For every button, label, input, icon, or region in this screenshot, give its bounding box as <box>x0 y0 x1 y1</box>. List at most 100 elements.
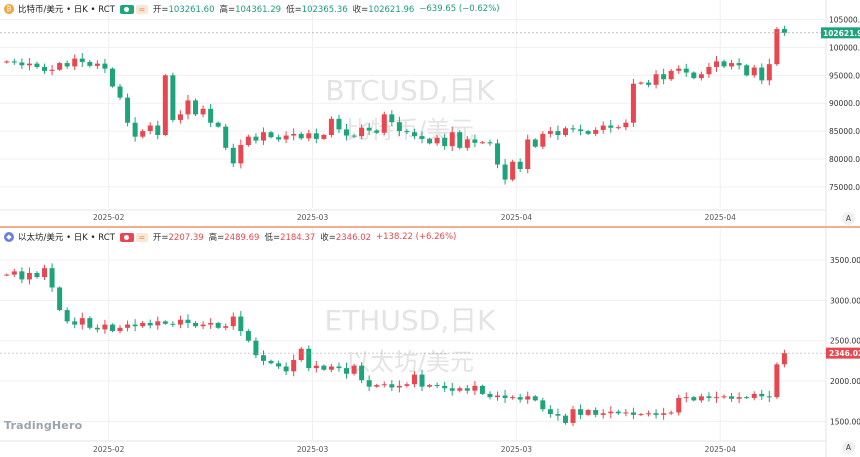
candle <box>419 131 425 144</box>
candle <box>419 369 425 391</box>
candle <box>374 383 380 388</box>
candle <box>691 395 697 402</box>
candle <box>706 62 712 78</box>
candle <box>336 114 342 134</box>
btc-open: 开=103261.60 <box>152 5 215 15</box>
candle <box>661 407 667 420</box>
candle <box>283 131 289 144</box>
eth-candlestick-chart[interactable]: ETHUSD,日K 以太坊/美元 1500.00 2000.00 2500.00 30… <box>0 228 860 457</box>
candle <box>155 316 161 330</box>
candle <box>389 110 395 126</box>
candle <box>313 128 319 144</box>
candle <box>253 133 259 144</box>
candle <box>479 141 485 144</box>
candle <box>238 139 244 169</box>
candle <box>691 71 697 80</box>
candle <box>230 312 236 330</box>
settings-equals-icon[interactable]: = <box>135 4 148 14</box>
candle <box>64 60 70 69</box>
candle <box>585 408 591 416</box>
candle <box>713 55 719 72</box>
candle <box>87 60 93 68</box>
candle <box>411 371 417 388</box>
eth-change: +138.22 (+6.26%) <box>376 232 457 242</box>
candle <box>215 121 221 128</box>
x-tick-label: 2025-04 <box>705 445 737 454</box>
y-tick-label: 95000.00 <box>829 71 860 80</box>
candle <box>4 273 10 277</box>
candle <box>245 329 251 343</box>
candle <box>245 134 251 147</box>
candle <box>34 61 40 69</box>
btc-last-price-tag <box>821 27 860 39</box>
eth-close: 收=2346.02 <box>320 233 372 243</box>
eye-icon[interactable] <box>119 4 134 14</box>
candle <box>381 381 387 388</box>
candle <box>389 380 395 392</box>
candle <box>72 317 78 329</box>
candle <box>79 312 85 330</box>
candle <box>162 74 168 137</box>
candle <box>766 390 772 403</box>
candle <box>457 386 463 393</box>
candle <box>751 391 757 401</box>
candle <box>87 316 93 330</box>
eth-symbol[interactable]: 以太坊/美元 • 日K • RCT <box>18 233 115 243</box>
candle <box>562 126 568 137</box>
settings-equals-icon[interactable]: = <box>135 232 148 242</box>
candle <box>306 129 312 142</box>
candle <box>668 68 674 81</box>
candle <box>495 391 501 401</box>
candle <box>298 131 304 141</box>
candle <box>570 405 576 426</box>
candle <box>125 320 131 332</box>
candle <box>193 98 199 117</box>
eye-icon[interactable] <box>119 232 134 242</box>
candle <box>487 139 493 146</box>
candle <box>42 264 48 281</box>
btc-candlestick-chart[interactable]: BTCUSD,日K 比特币/美元 75000.00 80000.00 85000.0… <box>0 0 860 226</box>
candle <box>540 397 546 412</box>
candle <box>593 127 599 137</box>
candle <box>464 384 470 394</box>
x-tick-label: 2025-03 <box>501 445 533 454</box>
candle <box>434 135 440 146</box>
eth-last-price-tag <box>826 347 860 359</box>
eth-legend: ◆ 以太坊/美元 • 日K • RCT = 开=2207.39 高=2489.6… <box>4 230 461 244</box>
btc-last-price-label: 102621.96 <box>823 29 860 38</box>
eth-low: 低=2184.37 <box>264 233 316 243</box>
candle <box>223 123 229 151</box>
pane-divider[interactable] <box>0 226 860 228</box>
candle <box>668 410 674 416</box>
candle <box>283 362 289 376</box>
candle <box>64 307 70 324</box>
candle <box>434 382 440 389</box>
candle <box>125 93 131 127</box>
btc-auto-scale-button[interactable]: A <box>842 212 855 225</box>
candle <box>706 392 712 402</box>
btc-symbol[interactable]: 比特币/美元 • 日K • RCT <box>18 5 115 15</box>
candle <box>411 128 417 140</box>
candle <box>193 321 199 328</box>
y-tick-label: 3000.00 <box>830 296 860 305</box>
candle <box>736 58 742 70</box>
candle <box>26 267 32 285</box>
eth-chart-pane[interactable]: ETHUSD,日K 以太坊/美元 1500.00 2000.00 2500.00 30… <box>0 228 860 457</box>
y-tick-label: 1500.00 <box>830 417 860 426</box>
eth-auto-scale-button[interactable]: A <box>842 441 855 454</box>
candle <box>578 404 584 420</box>
candle <box>170 72 176 123</box>
candle <box>42 63 48 74</box>
candle <box>502 390 508 403</box>
candle <box>155 120 161 140</box>
candle <box>517 158 523 173</box>
candle <box>532 395 538 402</box>
candle <box>442 133 448 150</box>
btc-low: 低=102365.36 <box>286 5 348 15</box>
candle <box>351 363 357 376</box>
candle <box>109 323 115 333</box>
candle <box>502 159 508 185</box>
candle <box>19 267 25 284</box>
candle <box>623 409 629 417</box>
btc-chart-pane[interactable]: BTCUSD,日K 比特币/美元 75000.00 80000.00 85000.0… <box>0 0 860 226</box>
